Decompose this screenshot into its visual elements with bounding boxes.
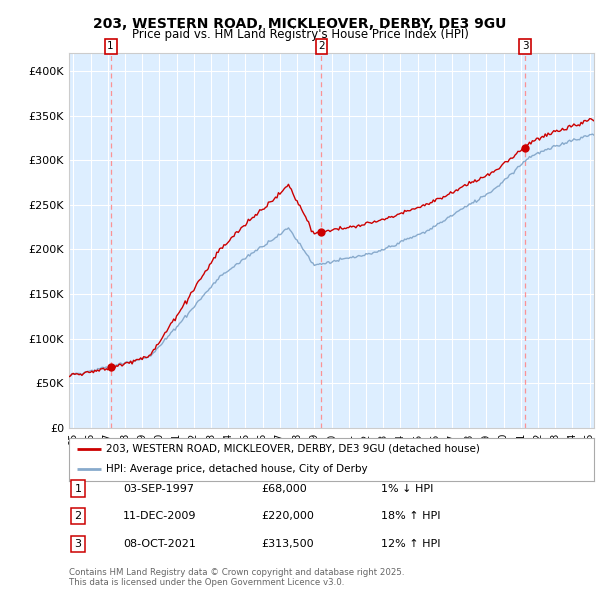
Text: 3: 3 <box>74 539 82 549</box>
Text: £220,000: £220,000 <box>261 512 314 521</box>
Text: Price paid vs. HM Land Registry's House Price Index (HPI): Price paid vs. HM Land Registry's House … <box>131 28 469 41</box>
Text: 203, WESTERN ROAD, MICKLEOVER, DERBY, DE3 9GU (detached house): 203, WESTERN ROAD, MICKLEOVER, DERBY, DE… <box>106 444 479 454</box>
Text: 03-SEP-1997: 03-SEP-1997 <box>123 484 194 493</box>
Text: HPI: Average price, detached house, City of Derby: HPI: Average price, detached house, City… <box>106 464 367 474</box>
Text: 2: 2 <box>74 512 82 521</box>
Text: 12% ↑ HPI: 12% ↑ HPI <box>381 539 440 549</box>
Text: 1% ↓ HPI: 1% ↓ HPI <box>381 484 433 493</box>
Text: Contains HM Land Registry data © Crown copyright and database right 2025.
This d: Contains HM Land Registry data © Crown c… <box>69 568 404 587</box>
Text: 2: 2 <box>318 41 325 51</box>
Text: 1: 1 <box>74 484 82 493</box>
Text: £68,000: £68,000 <box>261 484 307 493</box>
Text: 08-OCT-2021: 08-OCT-2021 <box>123 539 196 549</box>
Text: 3: 3 <box>522 41 529 51</box>
Text: 18% ↑ HPI: 18% ↑ HPI <box>381 512 440 521</box>
Text: £313,500: £313,500 <box>261 539 314 549</box>
Text: 11-DEC-2009: 11-DEC-2009 <box>123 512 197 521</box>
Text: 203, WESTERN ROAD, MICKLEOVER, DERBY, DE3 9GU: 203, WESTERN ROAD, MICKLEOVER, DERBY, DE… <box>94 17 506 31</box>
Text: 1: 1 <box>107 41 114 51</box>
